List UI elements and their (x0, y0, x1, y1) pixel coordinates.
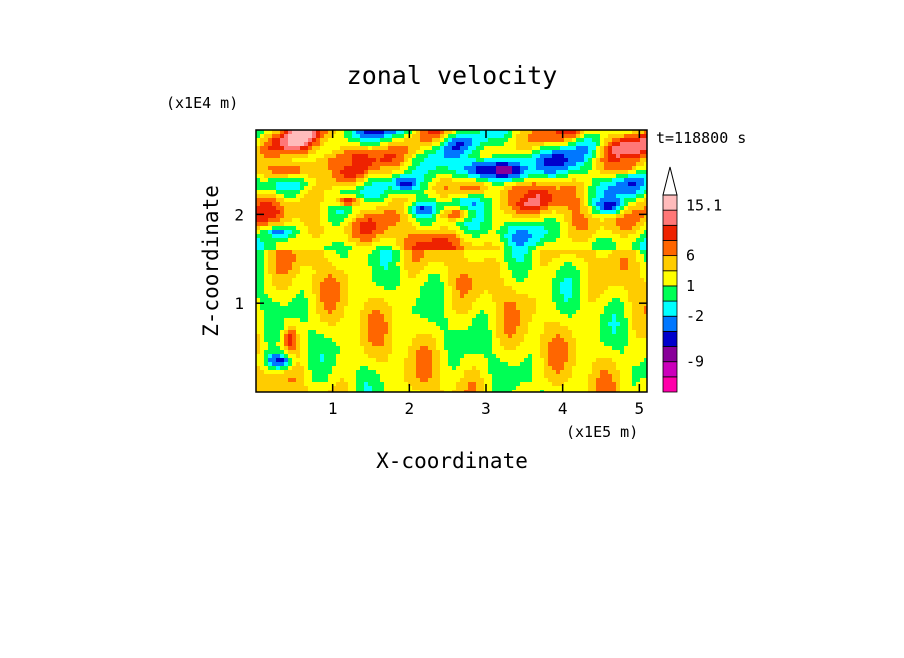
colorbar-label: 15.1 (686, 197, 722, 215)
time-label: t=118800 s (656, 129, 746, 147)
colorbar-swatch (663, 331, 677, 346)
x-tick-label: 5 (635, 399, 645, 418)
colorbar-label: 6 (686, 247, 695, 265)
colorbar-swatch (663, 210, 677, 225)
y-unit-label: (x1E4 m) (166, 94, 238, 112)
y-tick-label: 2 (234, 205, 244, 224)
x-axis-label: X-coordinate (376, 449, 528, 473)
colorbar-swatch (663, 271, 677, 286)
x-tick-label: 3 (481, 399, 491, 418)
colorbar-label: -2 (686, 307, 704, 325)
x-tick-label: 4 (558, 399, 568, 418)
colorbar-label: -9 (686, 353, 704, 371)
y-tick-label: 1 (234, 294, 244, 313)
y-axis-label: Z-coordinate (199, 185, 223, 337)
contour-field (256, 130, 649, 395)
x-tick-label: 1 (328, 399, 338, 418)
colorbar-swatch (663, 195, 677, 210)
colorbar-swatch (663, 256, 677, 271)
colorbar-arrow (663, 167, 677, 195)
x-unit-label: (x1E5 m) (566, 423, 638, 441)
colorbar-label: 1 (686, 277, 695, 295)
colorbar-swatch (663, 347, 677, 362)
chart-title: zonal velocity (347, 61, 558, 90)
colorbar-swatch (663, 377, 677, 392)
colorbar: 15.1 6 1 -2 -9 (663, 167, 722, 392)
colorbar-swatch (663, 240, 677, 255)
colorbar-swatch (663, 286, 677, 301)
colorbar-swatch (663, 362, 677, 377)
x-tick-label: 2 (405, 399, 415, 418)
colorbar-swatch (663, 225, 677, 240)
colorbar-swatch (663, 301, 677, 316)
colorbar-swatch (663, 316, 677, 331)
